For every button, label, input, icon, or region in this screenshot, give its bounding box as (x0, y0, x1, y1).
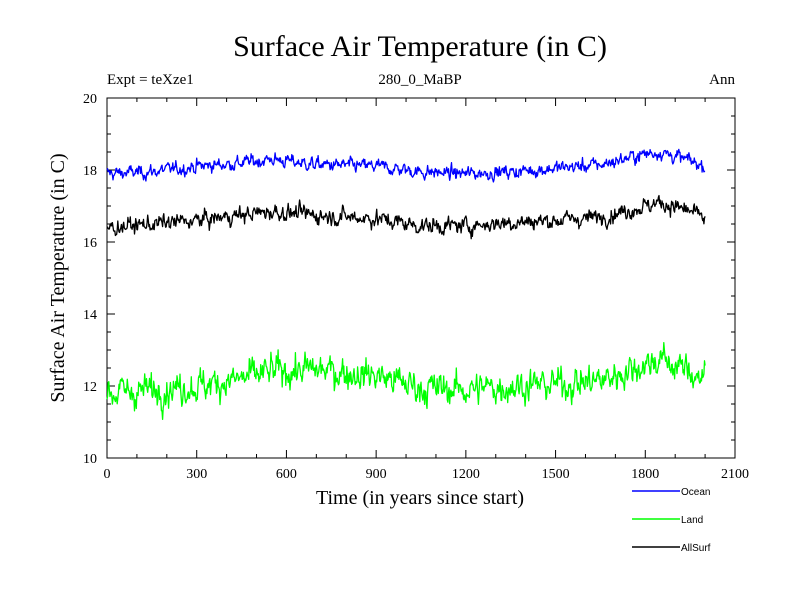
y-tick-label: 12 (83, 380, 97, 395)
y-tick-label: 14 (83, 308, 97, 323)
y-tick-label: 20 (83, 92, 97, 107)
experiment-label: Expt = teXze1 (107, 72, 194, 88)
y-tick-label: 18 (83, 164, 97, 179)
period-label: 280_0_MaBP (378, 72, 461, 88)
x-axis: 0 300 600 900 1200 1500 1800 2100 (104, 98, 749, 482)
x-axis-label: Time (in years since start) (316, 487, 524, 509)
x-tick-label: 1800 (631, 467, 659, 482)
legend: Ocean Land AllSurf (632, 487, 711, 554)
y-axis-label: Surface Air Temperature (in C) (47, 153, 69, 402)
y-tick-label: 16 (83, 236, 97, 251)
y-tick-label: 10 (83, 452, 97, 467)
x-tick-label: 1500 (542, 467, 570, 482)
series-line-ocean (106, 148, 706, 183)
series-line-allsurf (106, 194, 706, 240)
x-tick-label: 0 (104, 467, 111, 482)
x-tick-label: 600 (276, 467, 297, 482)
series-line-land (106, 342, 706, 420)
x-tick-label: 300 (186, 467, 207, 482)
legend-label: Ocean (681, 487, 710, 498)
x-tick-label: 2100 (721, 467, 749, 482)
legend-label: AllSurf (681, 543, 711, 554)
plot-frame (106, 97, 736, 459)
season-label: Ann (709, 72, 735, 88)
x-tick-label: 900 (366, 467, 387, 482)
y-axis: 10 12 14 16 18 20 (83, 92, 735, 467)
series-layer (106, 148, 706, 420)
legend-label: Land (681, 515, 703, 526)
x-tick-label: 1200 (452, 467, 480, 482)
chart-title: Surface Air Temperature (in C) (233, 30, 607, 63)
